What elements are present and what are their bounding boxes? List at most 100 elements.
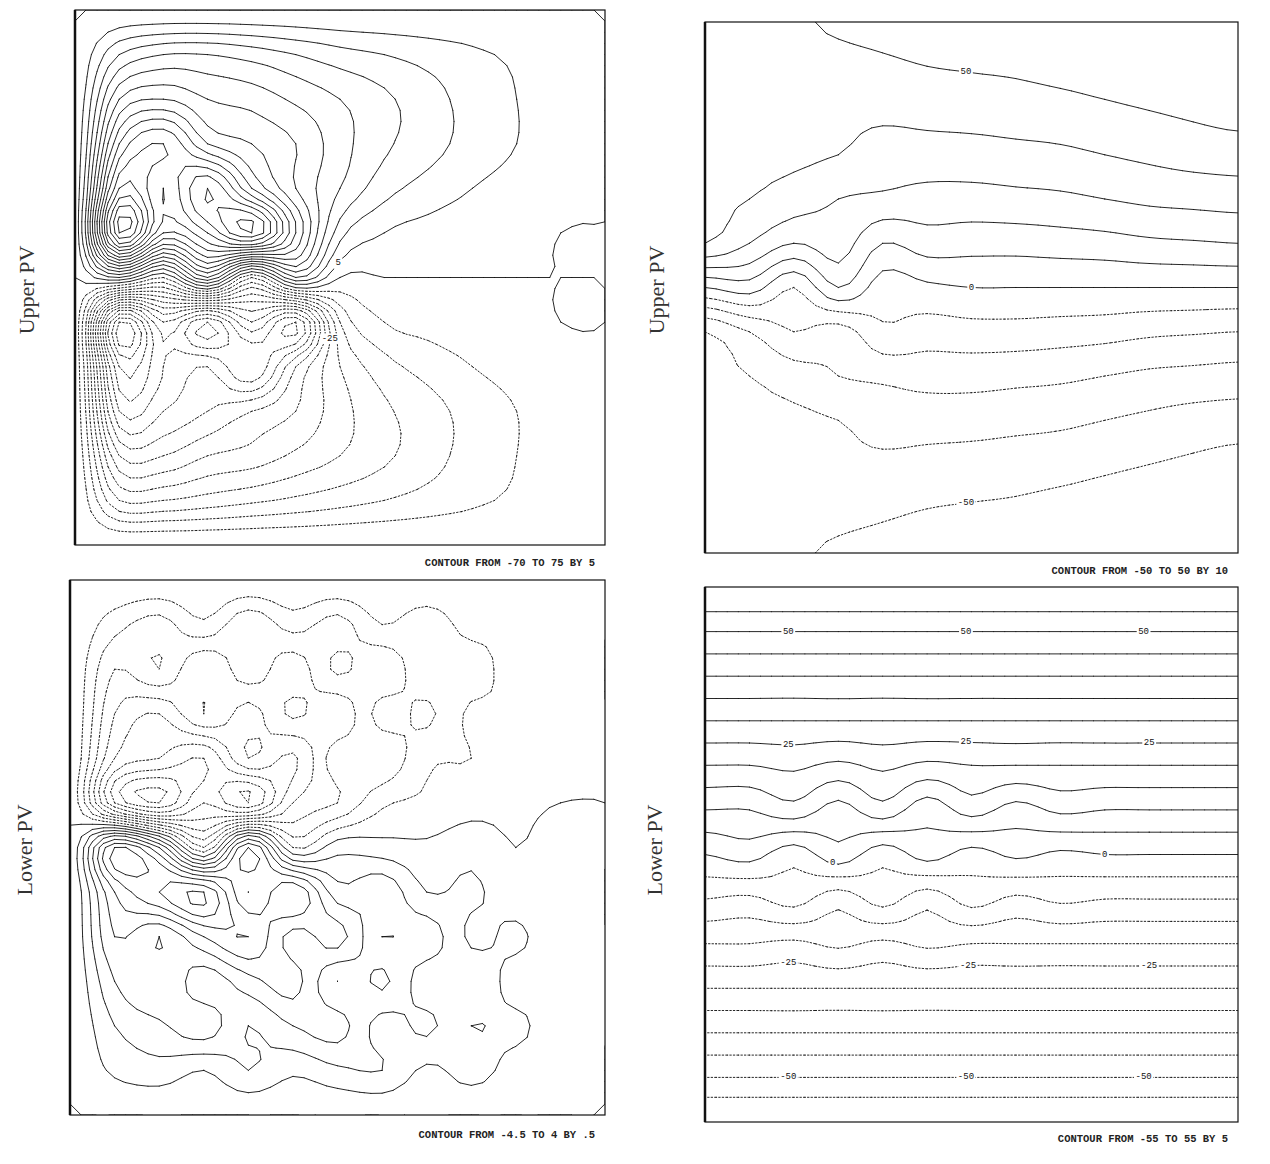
contour-line	[118, 217, 132, 233]
contour-label: 0	[1102, 850, 1107, 860]
contour-line	[104, 144, 277, 251]
contour-line	[705, 910, 1238, 926]
contour-line	[116, 322, 135, 347]
contour-line	[705, 653, 1238, 654]
contour-line	[705, 698, 1238, 700]
contour-line	[98, 302, 316, 449]
contour-line	[705, 940, 1238, 948]
contour-line	[705, 1032, 1238, 1033]
contour-panel: 5-25Upper PVCONTOUR FROM -70 TO 75 BY 5	[14, 10, 605, 569]
contour-line	[95, 299, 320, 463]
contour-line	[705, 720, 1238, 721]
contour-line	[83, 831, 443, 1073]
contour-line	[84, 610, 436, 848]
contour-line	[92, 85, 311, 269]
contour-label: 0	[969, 283, 974, 293]
contour-line	[815, 444, 1238, 553]
plot-frame	[75, 10, 605, 545]
label-patch	[334, 258, 342, 269]
contour-line	[98, 839, 311, 959]
contour-label: 50	[961, 627, 972, 637]
label-patch	[1140, 960, 1159, 971]
contour-caption: CONTOUR FROM -70 TO 75 BY 5	[425, 557, 595, 569]
contour-panel: 50 0 -50 Upper PV CONTOUR FROM -50 TO 50 BY …	[644, 22, 1238, 577]
western-wall	[69, 580, 72, 1115]
contour-line	[82, 33, 454, 283]
plot-frame	[705, 587, 1238, 1122]
contour-line	[705, 126, 1238, 244]
western-wall	[74, 10, 77, 545]
contour-line	[705, 270, 1238, 301]
contour-line	[77, 828, 530, 1094]
contour-label: -50	[958, 498, 974, 508]
label-patch	[958, 960, 977, 971]
contour-line	[104, 744, 276, 816]
contour-line	[110, 188, 264, 244]
contour-line	[705, 868, 1238, 879]
contour-labels: 5-25	[320, 258, 342, 344]
contour-line	[705, 219, 1238, 268]
contour-line	[705, 332, 1238, 449]
contour-line	[705, 828, 1238, 842]
contour-line	[705, 845, 1238, 865]
contour-label: -50	[958, 1072, 974, 1082]
contour-line	[95, 99, 303, 263]
panel-label: Upper PV	[644, 246, 669, 335]
panel-label: Lower PV	[12, 804, 37, 895]
contour-caption: CONTOUR FROM -55 TO 55 BY 5	[1058, 1133, 1228, 1145]
contour-label: 50	[783, 627, 794, 637]
contour-line	[705, 761, 1238, 771]
contour-line	[705, 1010, 1238, 1012]
contour-line	[103, 308, 305, 420]
contour-line	[97, 110, 296, 260]
contour-panel: 50505025252500-25-25-25-50-50-50Lower PV…	[642, 587, 1238, 1145]
contour-line	[705, 307, 1238, 355]
contour-label: 5	[335, 258, 340, 268]
contour-label: -50	[1136, 1072, 1152, 1082]
panel-label: Lower PV	[642, 804, 667, 895]
contour-line	[705, 1055, 1238, 1056]
contour-label: 25	[783, 740, 794, 750]
label-patch	[959, 66, 973, 77]
contour-line	[79, 275, 520, 532]
label-patch	[828, 857, 836, 868]
label-patch	[956, 1072, 975, 1083]
contour-lines	[70, 597, 605, 1115]
contour-line	[102, 129, 283, 254]
contour-line	[99, 119, 289, 257]
contour-line	[78, 23, 519, 286]
contour-line	[70, 640, 605, 1115]
contour-line	[705, 780, 1238, 802]
contour-line	[705, 1097, 1238, 1098]
label-patch	[781, 626, 795, 637]
contour-line	[100, 305, 310, 435]
contour-panel: Lower PVCONTOUR FROM -4.5 TO 4 BY .5	[12, 580, 605, 1141]
contour-label: 50	[961, 67, 972, 77]
label-patch	[959, 626, 973, 637]
contour-line	[91, 294, 331, 492]
plot-frame	[705, 22, 1238, 553]
contour-line	[705, 182, 1238, 258]
contour-label: -25	[780, 958, 796, 968]
label-patch	[959, 737, 973, 748]
contour-label: 25	[961, 737, 972, 747]
contour-line	[85, 43, 401, 281]
contour-label: -25	[1141, 961, 1157, 971]
contour-line	[110, 847, 220, 917]
contour-line	[88, 54, 354, 278]
contour-line	[94, 669, 313, 831]
contour-caption: CONTOUR FROM -50 TO 50 BY 10	[1052, 565, 1228, 577]
contour-line	[105, 310, 297, 402]
label-patch	[967, 282, 975, 293]
contour-line	[107, 176, 271, 248]
contour-line	[77, 597, 515, 853]
contour-line	[705, 243, 1238, 287]
contour-line	[187, 891, 206, 905]
label-patch	[1101, 849, 1109, 860]
label-patch	[779, 957, 798, 968]
contour-label: 0	[830, 858, 835, 868]
contour-line	[108, 314, 219, 379]
contour-line	[705, 318, 1238, 394]
label-patch	[779, 1072, 798, 1083]
contour-line	[103, 843, 249, 937]
